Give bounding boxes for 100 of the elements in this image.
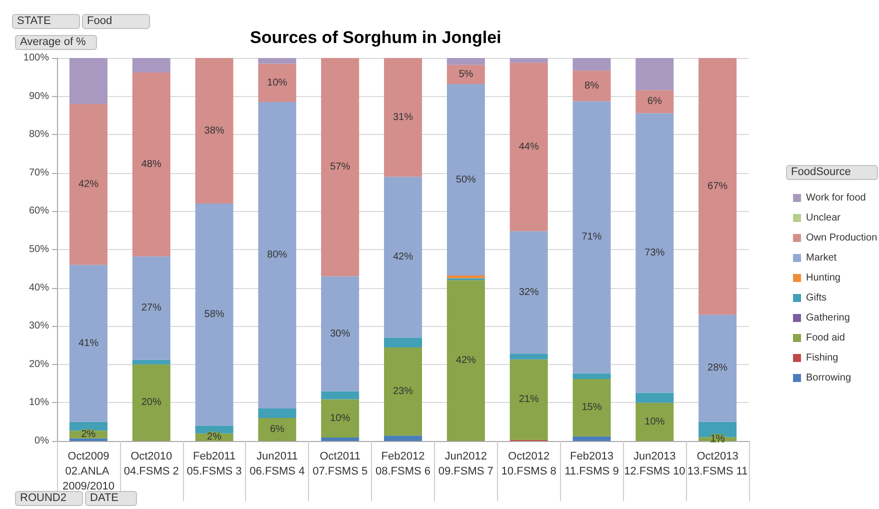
bar xyxy=(321,391,360,400)
y-tick-label: 20% xyxy=(28,358,50,370)
text: STATE xyxy=(12,14,80,29)
bar xyxy=(132,72,170,256)
data-label: 2% xyxy=(81,428,96,440)
bar xyxy=(510,359,548,440)
bar xyxy=(132,360,170,364)
bar xyxy=(446,84,485,276)
bar xyxy=(698,314,737,422)
y-tick-label: 70% xyxy=(28,167,50,178)
bar xyxy=(446,58,485,65)
bar xyxy=(195,204,234,426)
data-label: 6% xyxy=(647,96,662,108)
bar xyxy=(69,104,108,265)
data-label: 50% xyxy=(456,174,476,186)
legend-label: Market xyxy=(806,252,837,264)
y-tick-label: 30% xyxy=(28,320,50,332)
bar xyxy=(132,256,170,360)
data-label: 10% xyxy=(330,412,350,424)
legend-label: Fishing xyxy=(806,352,838,364)
data-label: 23% xyxy=(392,386,414,398)
y-tick-label: 40% xyxy=(28,282,50,294)
legend-title: FoodSource xyxy=(786,165,878,180)
bar xyxy=(510,58,548,63)
x-tick-label: Jun2011 06.FSMS 4 xyxy=(250,450,305,478)
data-label: 6% xyxy=(270,424,285,436)
bar xyxy=(384,436,422,441)
bar xyxy=(195,426,234,434)
legend-label: Gathering xyxy=(806,312,850,324)
bar xyxy=(258,58,296,64)
bar xyxy=(572,378,611,436)
legend-label: Gifts xyxy=(806,292,827,304)
data-label: 44% xyxy=(518,141,539,152)
x-tick-label: Oct2013 13.FSMS 11 xyxy=(687,450,748,478)
bar xyxy=(258,102,296,408)
data-label: 80% xyxy=(267,250,288,261)
x-tick-label: Jun2012 09.FSMS 7 xyxy=(438,450,494,478)
bar xyxy=(258,408,296,418)
x-tick-label: Oct2011 07.FSMS 5 xyxy=(312,450,368,478)
bar xyxy=(572,436,611,441)
chart-title: Sources of Sorghum in Jonglei xyxy=(250,28,502,47)
x-tick-label: Feb2012 08.FSMS 6 xyxy=(375,450,431,478)
data-label: 30% xyxy=(330,328,350,340)
legend-label: Work for food xyxy=(806,192,866,204)
data-label: 10% xyxy=(267,77,288,88)
data-label: 42% xyxy=(78,178,99,190)
data-label: 38% xyxy=(204,125,224,136)
bar xyxy=(384,348,422,436)
data-label: 2% xyxy=(207,432,222,443)
bar xyxy=(446,280,485,441)
data-label: 41% xyxy=(78,338,99,349)
data-label: 67% xyxy=(708,180,728,192)
data-label: 32% xyxy=(518,286,539,298)
data-label: 57% xyxy=(330,162,350,173)
legend-label: Food aid xyxy=(806,332,845,344)
bar xyxy=(384,176,422,338)
bar xyxy=(69,264,108,422)
x-tick-label: Feb2013 11.FSMS 9 xyxy=(564,450,619,478)
x-tick-label: Oct2012 10.FSMS 8 xyxy=(501,450,556,478)
data-label: 73% xyxy=(644,247,665,258)
bar xyxy=(69,438,108,441)
y-tick-label: 80% xyxy=(28,129,50,140)
legend-label: Borrowing xyxy=(806,372,852,384)
bar xyxy=(195,58,234,204)
data-label: 48% xyxy=(141,158,162,170)
bar xyxy=(636,392,674,403)
data-label: 27% xyxy=(141,302,162,314)
bar xyxy=(636,58,674,90)
bar xyxy=(572,373,611,379)
data-label: 15% xyxy=(582,402,602,414)
y-tick-label: 10% xyxy=(28,397,50,408)
x-tick-label: Oct2010 04.FSMS 2 xyxy=(124,450,179,478)
y-tick-label: 90% xyxy=(28,90,50,102)
x-tick-label: Jun2013 12.FSMS 10 xyxy=(624,450,686,478)
legend-label: Own Production xyxy=(806,232,878,244)
bar xyxy=(572,58,611,71)
text: ROUND2 xyxy=(15,491,83,506)
text: Food xyxy=(82,14,150,29)
y-tick-label: 50% xyxy=(28,244,50,255)
bar xyxy=(321,58,360,276)
y-tick-label: 0% xyxy=(34,436,50,446)
bar xyxy=(636,113,674,393)
data-label: 21% xyxy=(518,394,539,406)
data-label: 71% xyxy=(582,232,602,243)
bar xyxy=(572,70,611,102)
legend-label: Hunting xyxy=(806,272,840,284)
bar xyxy=(132,58,170,73)
data-label: 58% xyxy=(204,309,224,320)
data-label: 31% xyxy=(392,112,414,123)
x-tick-label: Feb2011 05.FSMS 3 xyxy=(186,450,242,478)
bar xyxy=(321,438,360,441)
bar xyxy=(510,62,548,232)
x-tick-label: Oct2009 02.ANLA 2009/2010 xyxy=(62,450,114,492)
y-tick-label: 60% xyxy=(28,206,50,217)
bar xyxy=(132,364,170,441)
data-label: 42% xyxy=(456,355,476,366)
bar xyxy=(510,231,548,354)
y-tick-label: 100% xyxy=(23,52,50,64)
text: Average of % xyxy=(15,35,97,50)
data-label: 5% xyxy=(458,68,474,80)
